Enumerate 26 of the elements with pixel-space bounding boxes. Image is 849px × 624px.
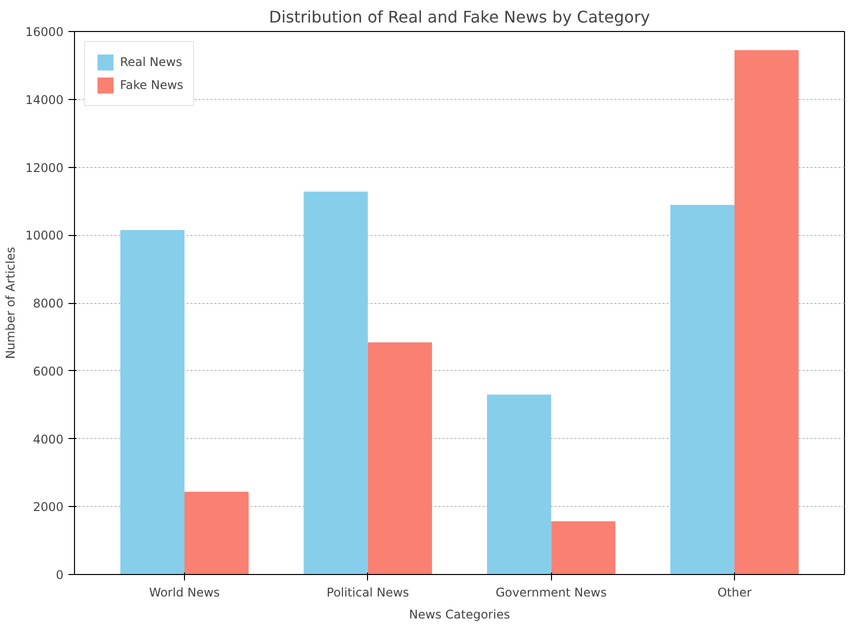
bar: [368, 342, 432, 574]
y-tick-label: 10000: [25, 228, 64, 243]
y-axis-title: Number of Articles: [3, 246, 18, 360]
y-tick-label: 16000: [25, 25, 64, 39]
x-tick-label: Other: [717, 586, 752, 600]
y-tick-label: 6000: [32, 364, 64, 378]
bar: [487, 394, 552, 574]
x-axis-title: News Categories: [409, 608, 510, 622]
y-tick-label: 12000: [25, 160, 64, 175]
y-tick-label: 8000: [32, 296, 64, 310]
x-tick-label: Political News: [326, 586, 410, 600]
legend-label: Fake News: [120, 78, 184, 92]
y-tick-label: 14000: [25, 92, 64, 107]
x-tick-label: Government News: [496, 586, 607, 600]
bar: [734, 50, 799, 574]
bar: [304, 192, 368, 574]
chart-title: Distribution of Real and Fake News by Category: [269, 8, 650, 26]
bar: [551, 521, 616, 574]
y-tick-label: 0: [56, 568, 64, 582]
y-tick-label: 4000: [32, 432, 64, 446]
x-tick-label: World News: [149, 586, 220, 600]
y-tick-label: 2000: [32, 500, 64, 514]
bar: [120, 230, 184, 574]
bar: [670, 204, 734, 574]
legend-label: Real News: [120, 55, 182, 69]
bar: [184, 492, 249, 574]
